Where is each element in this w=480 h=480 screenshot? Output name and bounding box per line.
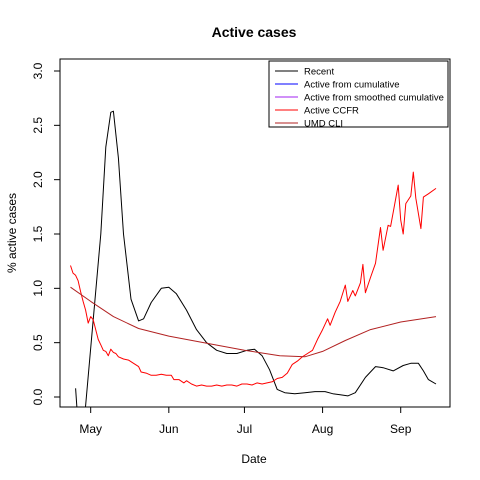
y-tick-label: 2.5 xyxy=(31,117,45,134)
series-line-0 xyxy=(75,110,437,407)
y-axis-label: % active cases xyxy=(5,193,19,273)
y-tick-label: 0.5 xyxy=(31,334,45,351)
x-tick-label: Aug xyxy=(312,422,333,436)
x-tick-label: Jun xyxy=(159,422,178,436)
legend-label: Active from cumulative xyxy=(304,80,400,91)
y-tick-label: 3.0 xyxy=(31,62,45,79)
legend-label: Active from smoothed cumulative xyxy=(304,93,444,104)
y-axis: 0.0 0.5 1.0 1.5 2.0 2.5 3.0 xyxy=(31,62,60,405)
legend: Recent Active from cumulative Active from … xyxy=(268,60,449,130)
series-layer xyxy=(70,110,437,407)
y-tick-label: 2.0 xyxy=(31,171,45,188)
chart-title: Active cases xyxy=(212,24,297,40)
series-line-4 xyxy=(70,286,437,358)
x-tick-label: Jul xyxy=(237,422,252,436)
x-axis-label: Date xyxy=(241,452,267,466)
x-tick-label: May xyxy=(79,422,102,436)
series-line-3 xyxy=(70,171,437,387)
plot-frame xyxy=(59,58,451,408)
legend-label: Recent xyxy=(304,67,334,78)
y-tick-label: 0.0 xyxy=(31,388,45,405)
x-tick-label: Sep xyxy=(390,422,412,436)
y-tick-label: 1.0 xyxy=(31,280,45,297)
legend-label: UMD CLI xyxy=(304,119,343,130)
y-tick-label: 1.5 xyxy=(31,225,45,242)
x-axis: May Jun Jul Aug Sep xyxy=(79,407,412,436)
legend-box xyxy=(268,60,449,128)
legend-label: Active CCFR xyxy=(304,106,359,117)
